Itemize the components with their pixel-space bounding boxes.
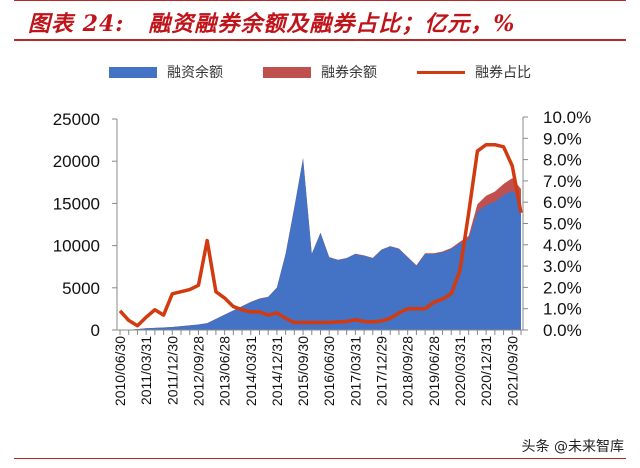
right-axis-label: 7.0%: [543, 172, 582, 191]
x-axis-label: 2021/09/30: [504, 336, 520, 406]
left-axis-label: 20000: [53, 152, 100, 171]
chart-title: 图表 24: 融资融券余额及融券占比；亿元，%: [28, 6, 515, 38]
x-axis-label: 2012/09/28: [190, 336, 206, 406]
right-axis-label: 9.0%: [543, 129, 582, 148]
top-rule: [14, 0, 626, 1]
right-axis-label: 10.0%: [543, 108, 591, 127]
legend-item-short-ratio: 融券占比: [417, 62, 531, 82]
short-ratio-line: [118, 142, 523, 328]
right-axis-label: 1.0%: [543, 300, 582, 319]
x-axis-label: 2017/03/31: [347, 336, 363, 406]
left-axis-label: 25000: [53, 110, 100, 129]
figure-title: 融资融券余额及融券占比；亿元，%: [148, 11, 516, 37]
legend-swatch-blue: [109, 66, 157, 78]
x-axis-label: 2016/06/30: [321, 336, 337, 406]
chart-legend: 融资余额 融券余额 融券占比: [0, 62, 640, 82]
title-rule: [14, 39, 626, 41]
legend-item-short-selling: 融券余额: [263, 62, 377, 82]
right-axis-label: 5.0%: [543, 215, 582, 234]
figure-number: 图表 24:: [28, 11, 125, 37]
x-axis-label: 2019/06/28: [426, 336, 442, 406]
x-axis-label: 2018/09/28: [400, 336, 416, 406]
legend-swatch-line: [417, 70, 465, 74]
x-axis-label: 2014/12/31: [269, 336, 285, 406]
left-axis-label: 15000: [53, 194, 100, 213]
legend-item-margin-financing: 融资余额: [109, 62, 223, 82]
right-axis-label: 2.0%: [543, 278, 582, 297]
legend-label: 融券余额: [321, 65, 377, 81]
right-axis-label: 6.0%: [543, 193, 582, 212]
x-axis-label: 2010/06/30: [112, 336, 128, 406]
right-axis-label: 4.0%: [543, 236, 582, 255]
left-axis-label: 10000: [53, 237, 100, 256]
x-axis-label: 2017/12/29: [374, 336, 390, 406]
left-axis-label: 5000: [62, 279, 100, 298]
legend-label: 融券占比: [475, 65, 531, 81]
x-axis-label: 2011/03/31: [138, 336, 154, 405]
x-axis-label: 2013/06/28: [217, 336, 233, 406]
x-axis-label: 2014/03/31: [243, 336, 259, 406]
margin-financing-balance-area: [120, 158, 521, 330]
area-series: [120, 157, 521, 330]
legend-label: 融资余额: [167, 65, 223, 81]
watermark: 头条 @未来智库: [521, 439, 624, 455]
bottom-rule: [14, 458, 626, 459]
legend-swatch-red: [263, 66, 311, 78]
right-axis-label: 0.0%: [543, 321, 582, 340]
right-axis-label: 8.0%: [543, 151, 582, 170]
left-axis-label: 0: [91, 321, 100, 340]
x-axis-label: 2020/12/31: [478, 336, 494, 406]
x-axis-label: 2020/03/31: [452, 336, 468, 406]
ratio-line-series: [118, 142, 523, 328]
x-axis-label: 2015/09/30: [295, 336, 311, 406]
axes: 0 5000 10000 15000 20000 25000 0.0% 1.0% 2.0% 3.0…: [53, 108, 591, 406]
x-axis-label: 2011/12/30: [164, 336, 180, 405]
right-axis-label: 3.0%: [543, 257, 582, 276]
